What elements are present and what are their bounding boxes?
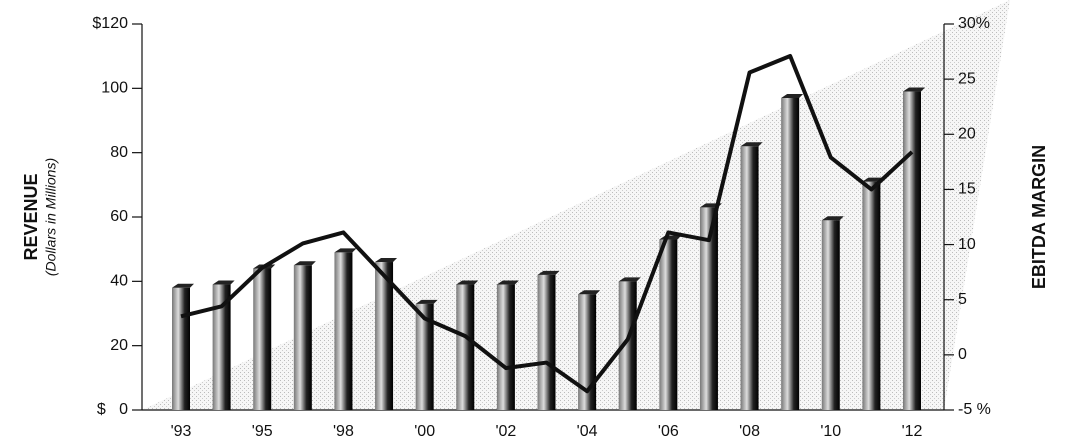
x-tick-label: '04 <box>577 423 598 440</box>
bar-cap <box>740 142 763 147</box>
bar <box>172 287 190 410</box>
x-tick-label: '06 <box>658 423 679 440</box>
x-tick-label: '02 <box>495 423 516 440</box>
y-tick-label: $120 <box>92 15 128 32</box>
x-tick-label: '93 <box>171 423 192 440</box>
bar-cap <box>578 290 601 295</box>
y2-tick-label: 10 <box>958 236 976 253</box>
y-tick-label: 20 <box>110 337 128 354</box>
bar <box>375 262 394 410</box>
bar-cap <box>375 258 398 263</box>
x-tick-label: '98 <box>333 423 354 440</box>
y2-tick-label: -5 % <box>958 401 991 418</box>
bar-cap <box>821 216 844 221</box>
bar <box>334 252 353 410</box>
x-tick-label: '95 <box>252 423 273 440</box>
bar <box>293 265 312 410</box>
y2-tick-label: 5 <box>958 291 967 308</box>
bar <box>537 274 556 410</box>
bar <box>496 284 515 410</box>
y-tick-label: 60 <box>110 208 128 225</box>
y2-tick-label: 0 <box>958 346 967 363</box>
bar <box>903 91 921 411</box>
y2-tick-label: 20 <box>958 126 976 143</box>
bar <box>415 303 434 410</box>
y-tick-label: 100 <box>101 80 128 97</box>
bar-cap <box>903 87 925 92</box>
x-tick-label: '00 <box>414 423 435 440</box>
bar <box>821 220 840 410</box>
bar <box>781 97 800 410</box>
bar-cap <box>537 270 560 275</box>
line <box>180 53 914 394</box>
bar-cap <box>334 248 357 253</box>
y-axis-subtitle: (Dollars in Millions) <box>43 158 59 276</box>
bar-cap <box>212 280 235 285</box>
bar <box>862 181 881 410</box>
bar-cap <box>172 283 194 288</box>
y-tick-label: 80 <box>110 144 128 161</box>
y2-tick-label: 25 <box>958 70 976 87</box>
y2-axis-title: EBITDA MARGIN <box>1029 145 1049 289</box>
bar <box>659 239 678 410</box>
bar-cap <box>781 93 804 98</box>
bar-cap <box>496 280 519 285</box>
bar <box>578 294 597 410</box>
bar <box>212 284 231 410</box>
bar-cap <box>293 261 316 266</box>
y2-tick-label: 30% <box>958 15 990 32</box>
bar-cap <box>415 299 438 304</box>
x-tick-label: '10 <box>820 423 841 440</box>
bar <box>740 146 759 410</box>
y-tick-label: $ 0 <box>97 401 128 418</box>
bar-cap <box>618 277 641 282</box>
bar <box>253 268 272 410</box>
y-axis-title: REVENUE <box>21 173 41 260</box>
y2-tick-label: 15 <box>958 181 976 198</box>
x-tick-label: '12 <box>902 423 923 440</box>
bar-cap <box>456 280 479 285</box>
bar <box>618 281 637 410</box>
bar <box>456 284 475 410</box>
x-tick-label: '08 <box>739 423 760 440</box>
bar <box>699 207 718 410</box>
y-tick-label: 40 <box>110 273 128 290</box>
